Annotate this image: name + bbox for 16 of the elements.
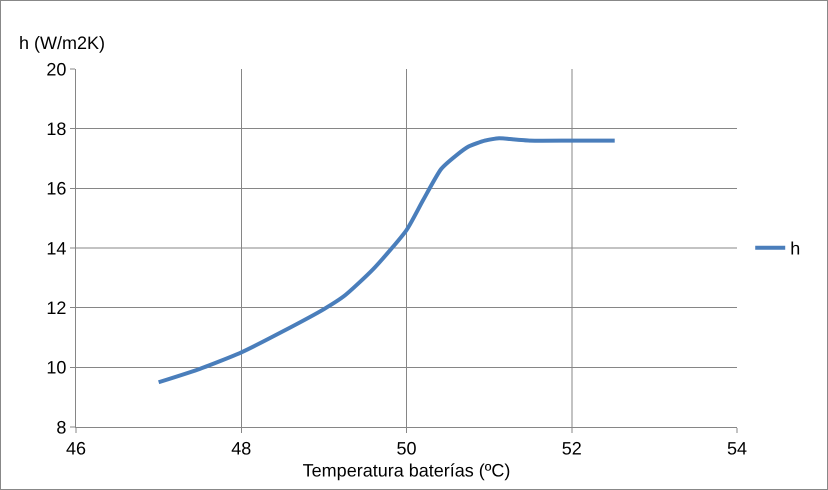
legend-label: h: [790, 238, 800, 259]
y-tick-label: 16: [46, 178, 66, 199]
x-tick-label: 50: [396, 438, 417, 459]
line-series: [156, 136, 617, 384]
x-tick-label: 52: [562, 438, 582, 459]
y-tick-label: 12: [46, 298, 66, 318]
x-axis-title: Temperatura baterías (ºC): [302, 460, 510, 481]
y-tick-label: 8: [56, 417, 66, 438]
x-tick-label: 54: [726, 438, 748, 459]
y-axis-title: h (W/m2K): [19, 33, 106, 53]
y-tick-label: 14: [46, 238, 66, 258]
y-tick-label: 10: [46, 358, 66, 378]
x-tick-label: 48: [231, 438, 252, 459]
y-tick-label: 20: [46, 59, 66, 80]
y-tick-label: 18: [46, 118, 66, 139]
x-tick-label: 46: [66, 438, 86, 459]
